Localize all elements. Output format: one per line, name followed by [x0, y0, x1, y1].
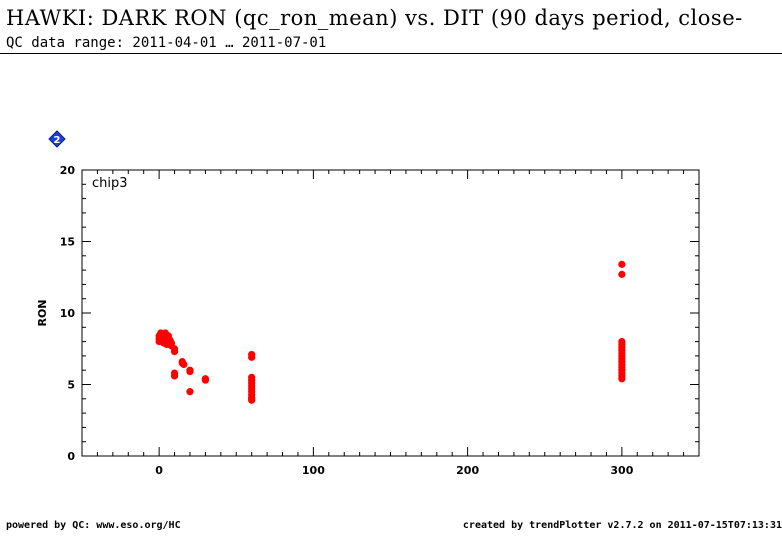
y-tick-label: 15: [60, 236, 75, 249]
data-point: [180, 360, 188, 369]
y-axis-label: RON: [36, 299, 49, 326]
x-tick-label: 300: [610, 464, 633, 477]
data-point: [248, 353, 256, 361]
blue-diamond-2-icon: 2: [48, 130, 66, 148]
footer-powered-by: powered by QC: www.eso.org/HC: [6, 520, 181, 531]
y-tick-label: 10: [60, 307, 76, 320]
y-tick-label: 0: [67, 450, 75, 463]
data-point: [186, 368, 194, 376]
header-divider: [0, 53, 782, 54]
x-tick-label: 200: [456, 464, 479, 477]
x-tick-label: 100: [302, 464, 325, 477]
data-point: [618, 375, 626, 383]
data-point: [618, 260, 626, 268]
data-range-subtitle: QC data range: 2011-04-01 … 2011-07-01: [6, 35, 327, 51]
y-tick-label: 5: [67, 379, 75, 392]
plot-frame: [81, 169, 700, 457]
svg-text:2: 2: [54, 135, 61, 146]
footer-created-by: created by trendPlotter v2.7.2 on 2011-0…: [462, 520, 782, 531]
panel-label: chip3: [92, 176, 128, 191]
data-point: [186, 388, 194, 396]
axis-ticks: 0 100 200 300 0 5 10 15 20: [60, 164, 700, 477]
data-point: [170, 348, 179, 356]
data-points: [155, 260, 626, 404]
data-point: [618, 270, 626, 278]
x-tick-label: 0: [155, 464, 163, 477]
data-point: [201, 376, 209, 384]
chart-title: HAWKI: DARK RON (qc_ron_mean) vs. DIT (9…: [6, 6, 743, 30]
data-point: [170, 372, 179, 380]
data-point: [248, 396, 256, 404]
y-tick-label: 20: [60, 164, 76, 177]
